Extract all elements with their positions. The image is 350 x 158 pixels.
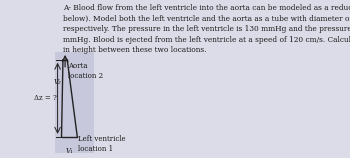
Text: Δz = ?: Δz = ? <box>34 94 57 102</box>
Text: Left ventricle
location 1: Left ventricle location 1 <box>78 135 126 153</box>
Bar <box>55 52 94 153</box>
Text: A- Blood flow from the left ventricle into the aorta can be modeled as a reducin: A- Blood flow from the left ventricle in… <box>63 4 350 55</box>
Text: V₁: V₁ <box>65 147 73 155</box>
Text: V₂: V₂ <box>54 78 62 86</box>
Text: Aorta
location 2: Aorta location 2 <box>68 62 104 80</box>
